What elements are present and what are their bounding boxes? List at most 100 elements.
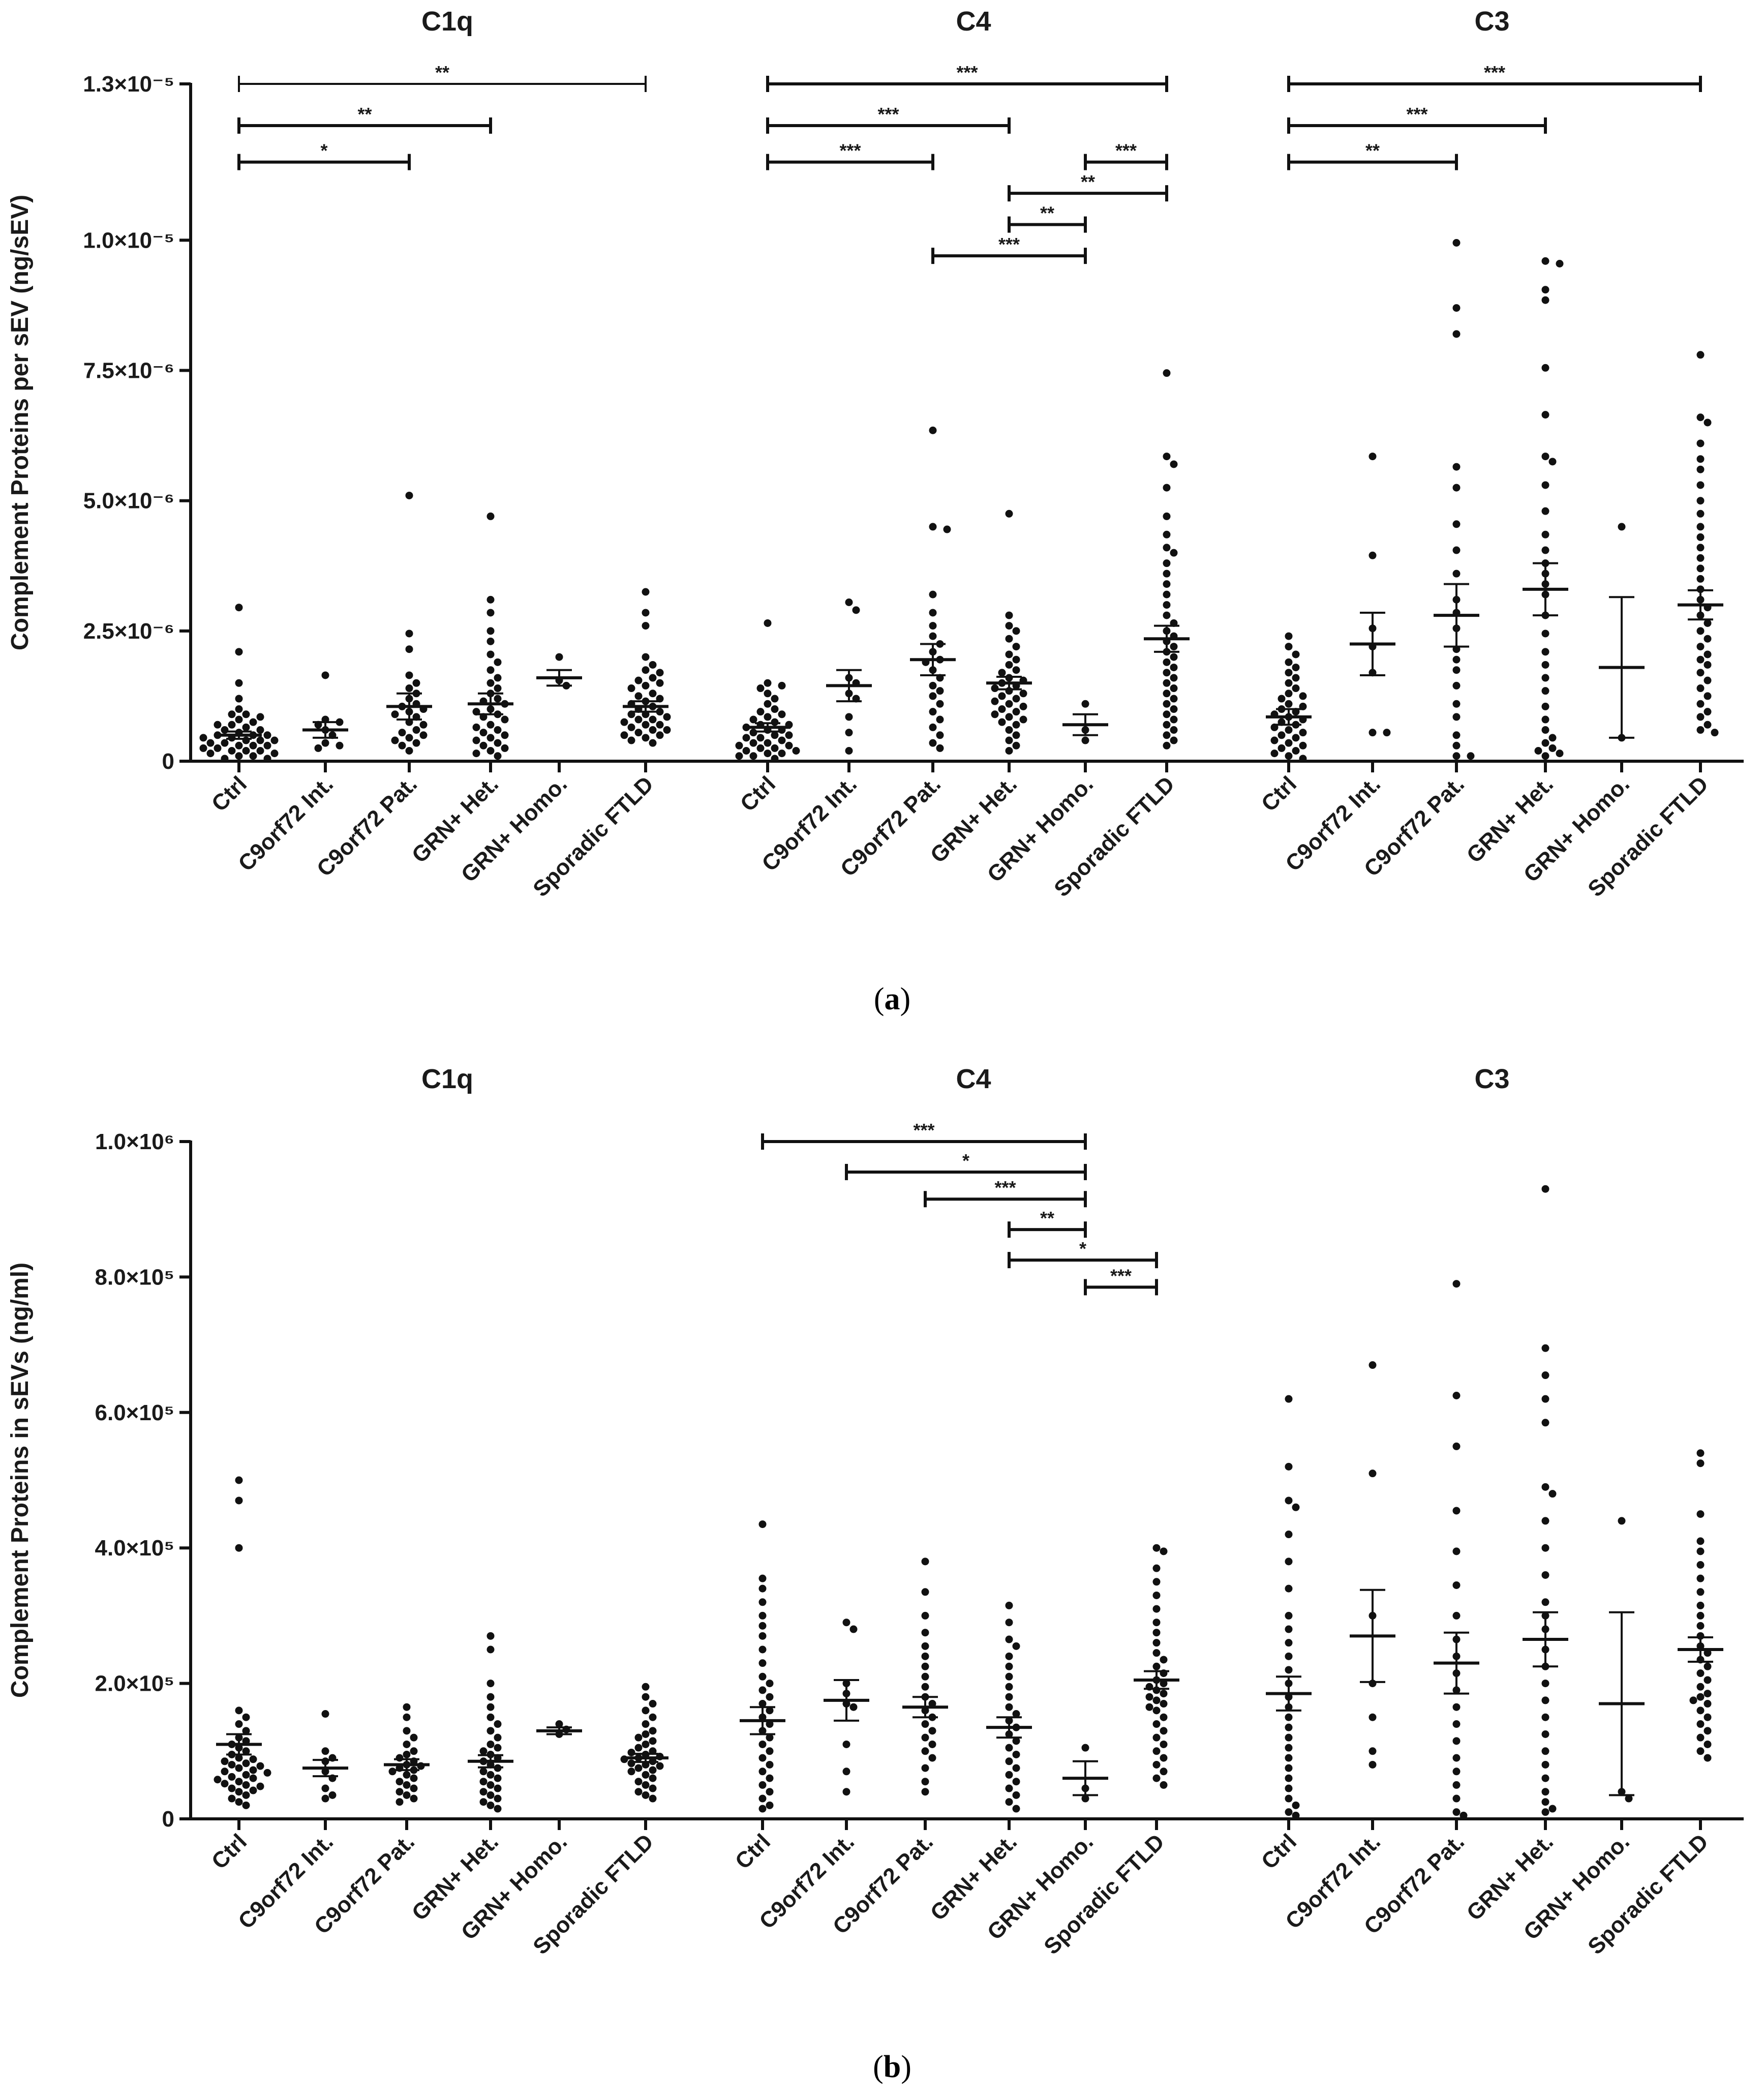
data-point (1534, 747, 1542, 755)
data-point (1696, 544, 1705, 552)
data-point (758, 1584, 767, 1593)
data-point (1005, 650, 1013, 658)
data-point (842, 1788, 850, 1796)
data-point (1163, 559, 1171, 567)
data-point (256, 747, 264, 755)
data-point (1368, 1361, 1377, 1369)
data-point (642, 622, 650, 630)
data-point (1452, 570, 1461, 578)
data-point (1163, 710, 1171, 718)
data-point (1012, 1764, 1020, 1772)
data-point (1163, 590, 1171, 598)
data-point (758, 1781, 767, 1789)
data-point (1696, 627, 1705, 635)
data-point (321, 1794, 329, 1803)
data-point (1541, 296, 1549, 304)
data-point (235, 1764, 243, 1772)
data-point (410, 1794, 418, 1803)
data-point (1541, 1395, 1549, 1403)
data-point (1704, 1727, 1712, 1735)
data-point (1019, 715, 1027, 724)
data-point (766, 1733, 774, 1742)
data-point (663, 713, 671, 721)
data-point (1541, 752, 1549, 760)
data-point (1152, 1649, 1161, 1657)
data-point (242, 1771, 250, 1779)
data-point (656, 731, 664, 739)
data-point (486, 734, 495, 742)
data-point (235, 715, 243, 724)
data-point (1696, 713, 1705, 721)
data-point (1696, 481, 1705, 489)
data-point (412, 679, 420, 687)
data-point (656, 721, 664, 729)
data-point (235, 1798, 243, 1806)
data-point (1012, 1778, 1020, 1786)
data-point (1368, 1713, 1377, 1721)
data-point (928, 1740, 936, 1748)
data-point (929, 523, 937, 531)
data-point (1278, 731, 1286, 739)
data-point (1170, 715, 1178, 724)
data-point (206, 739, 215, 747)
data-point (1152, 1720, 1161, 1728)
category-label: Ctrl (736, 771, 780, 816)
data-point (642, 1683, 650, 1691)
data-point (1081, 736, 1089, 744)
figure-caption: (a) (874, 982, 910, 1016)
data-point (1170, 705, 1178, 713)
data-point (199, 734, 207, 742)
data-point (634, 1733, 643, 1742)
data-point (1160, 1690, 1168, 1698)
data-point (842, 1740, 850, 1748)
data-point (1145, 1703, 1153, 1711)
data-point (921, 1642, 929, 1650)
data-point (1452, 330, 1461, 338)
data-point (1005, 736, 1013, 744)
data-point (1005, 700, 1013, 708)
panel-title: C1q (421, 1064, 473, 1094)
data-point (1160, 1656, 1168, 1664)
data-point (1145, 1693, 1153, 1701)
data-point (649, 1737, 657, 1745)
data-point (1452, 1392, 1461, 1399)
data-point (235, 741, 243, 750)
data-point (235, 1706, 243, 1715)
data-point (403, 1791, 411, 1799)
data-point (1541, 1713, 1549, 1721)
data-point (642, 1771, 650, 1779)
data-point (929, 739, 937, 747)
data-point (766, 1760, 774, 1769)
data-point (403, 1740, 411, 1748)
data-point (1541, 364, 1549, 372)
data-point (1285, 1557, 1293, 1566)
data-point (1541, 1808, 1549, 1816)
data-point (1005, 713, 1013, 721)
data-point (242, 1791, 250, 1799)
data-point (1696, 1720, 1705, 1728)
data-point (1696, 1588, 1705, 1596)
data-point (410, 1747, 418, 1755)
data-point (649, 674, 657, 682)
data-point (199, 744, 207, 752)
data-point (396, 1778, 404, 1786)
y-tick-label: 0 (162, 1807, 174, 1832)
data-point (1541, 411, 1549, 419)
data-point (1152, 1564, 1161, 1572)
y-tick-label: 5.0×10⁻⁶ (83, 489, 174, 514)
significance-label: *** (956, 62, 978, 83)
data-point (321, 671, 329, 679)
data-point (405, 747, 413, 755)
data-point (778, 750, 786, 758)
data-point (486, 1632, 495, 1640)
data-point (419, 731, 428, 739)
data-point (1452, 752, 1461, 760)
data-point (929, 723, 937, 731)
data-point (1452, 463, 1461, 471)
data-point (214, 744, 222, 752)
data-point (1285, 679, 1293, 687)
data-point (479, 1778, 488, 1786)
data-point (1270, 750, 1279, 758)
data-point (1452, 1754, 1461, 1762)
